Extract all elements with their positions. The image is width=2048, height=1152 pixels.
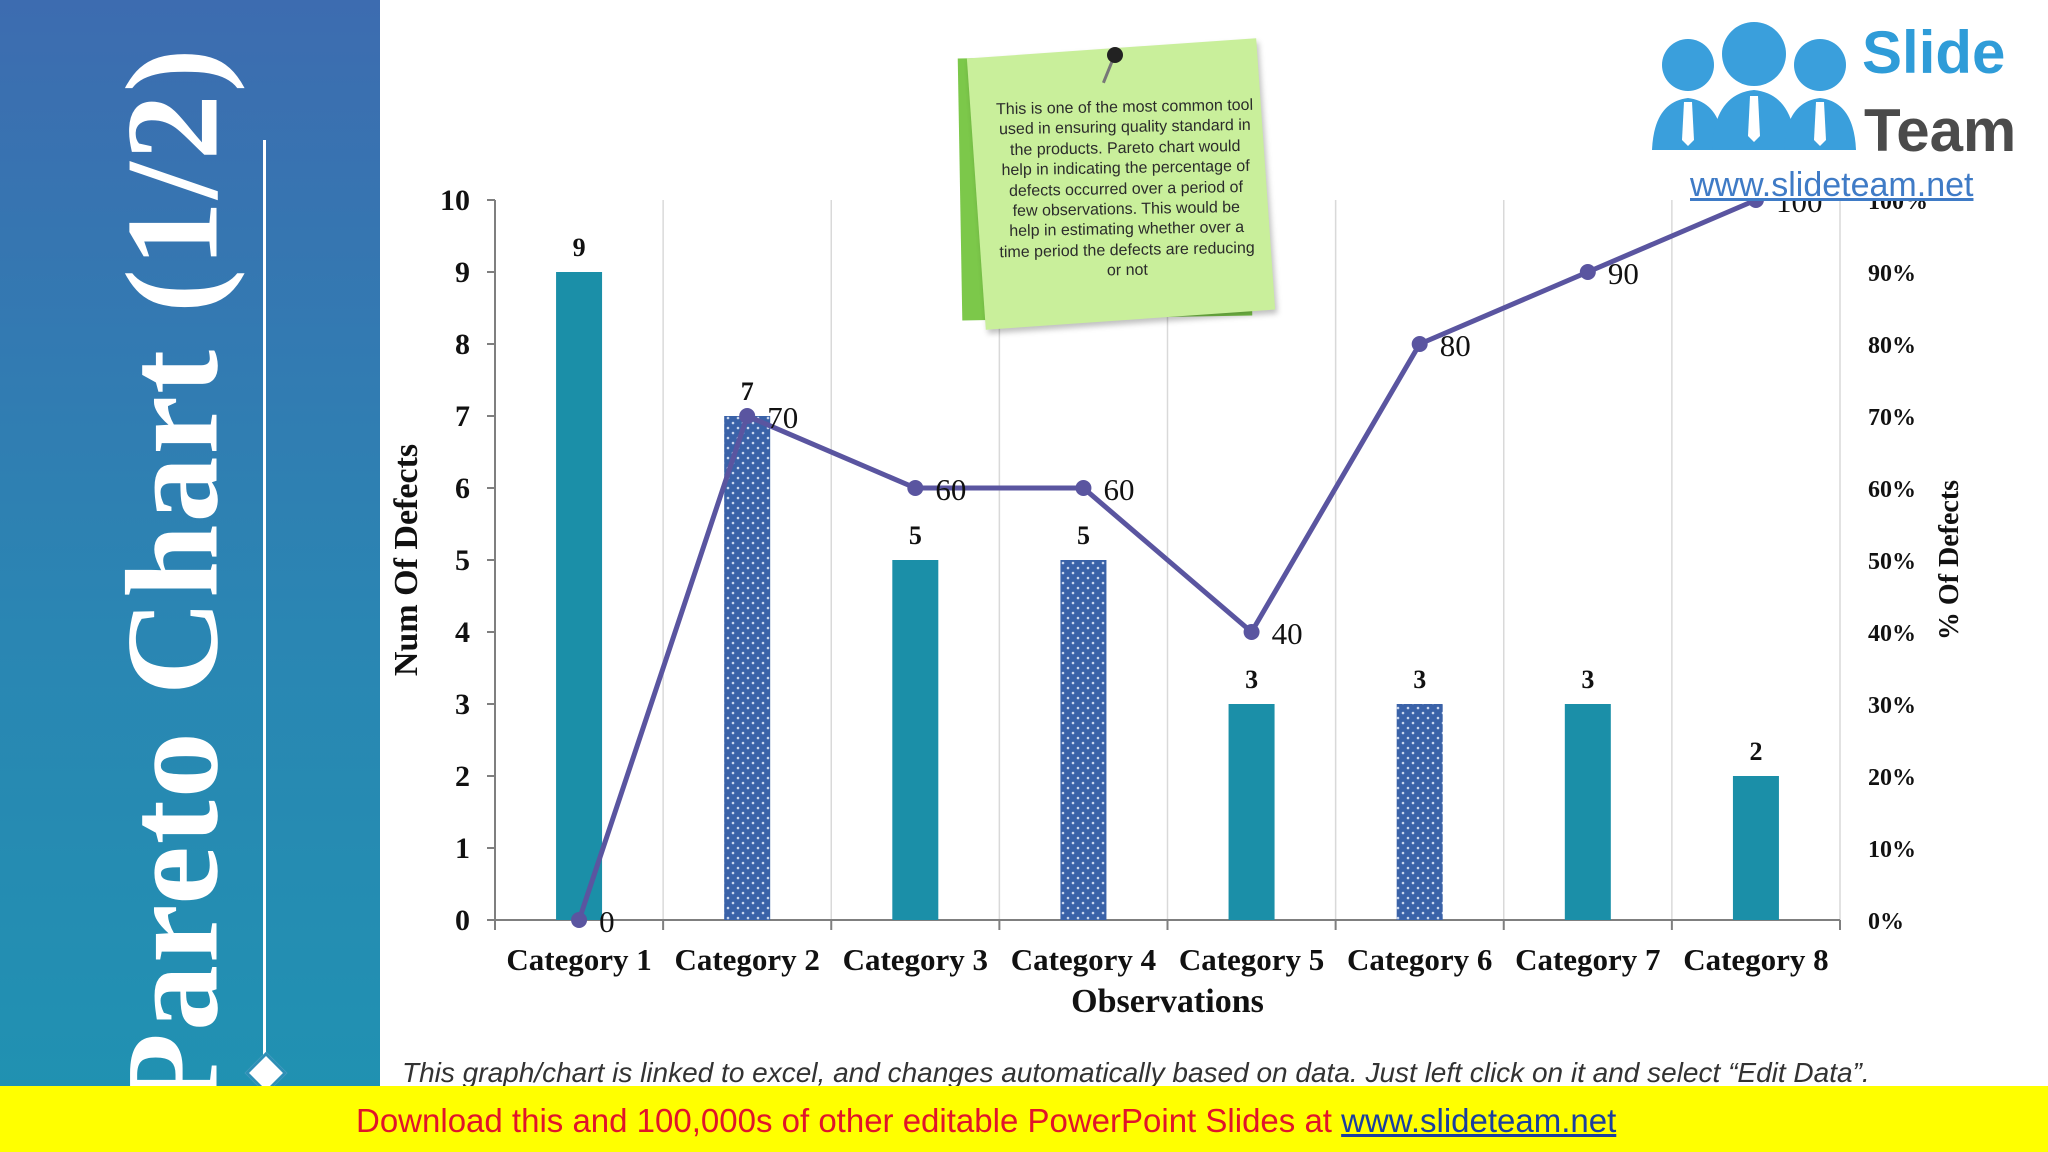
bar-data-label: 5: [1077, 521, 1090, 550]
bar-data-label: 3: [1581, 665, 1594, 694]
line-data-label: 60: [1103, 472, 1134, 507]
y-tick-label: 5: [455, 544, 470, 577]
people-logo-icon: [1652, 22, 1856, 150]
x-tick-label: Category 3: [843, 942, 988, 977]
banner-message: Download this and 100,000s of other edit…: [356, 1102, 1342, 1139]
pushpin-icon: [1107, 47, 1123, 63]
y2-tick-label: 60%: [1868, 477, 1916, 503]
y2-tick-label: 80%: [1868, 333, 1916, 359]
x-tick-label: Category 7: [1515, 942, 1660, 977]
line-data-label: 80: [1440, 328, 1471, 363]
y2-tick-label: 0%: [1868, 909, 1904, 935]
y-tick-label: 0: [455, 904, 470, 937]
sticky-note: This is one of the most common tool used…: [957, 38, 1280, 332]
bar-data-label: 7: [741, 377, 754, 406]
bar: [892, 560, 939, 920]
y2-tick-label: 20%: [1868, 765, 1916, 791]
y-tick-label: 8: [455, 328, 470, 361]
bar: [1396, 704, 1443, 920]
x-tick-label: Category 1: [506, 942, 651, 977]
bar: [1060, 560, 1107, 920]
logo-url-link[interactable]: www.slideteam.net: [1690, 166, 1974, 204]
bar: [1732, 776, 1779, 920]
x-tick-label: Category 4: [1011, 942, 1156, 977]
y2-tick-label: 40%: [1868, 621, 1916, 647]
y2-tick-label: 70%: [1868, 405, 1916, 431]
y-axis-title: Num Of Defects: [388, 444, 425, 676]
y-tick-label: 4: [455, 616, 470, 649]
percent-line: [576, 197, 1757, 921]
y2-axis-title: % Of Defects: [1934, 480, 1965, 640]
bar: [556, 272, 603, 920]
bar: [724, 416, 771, 920]
bar: [1564, 704, 1611, 920]
line-point: [1075, 480, 1092, 496]
chart-footnote: This graph/chart is linked to excel, and…: [402, 1057, 1870, 1088]
y-tick-label: 7: [455, 400, 470, 433]
logo-word-team: Team: [1864, 97, 2017, 164]
page-title: Pareto Chart (1/2): [98, 46, 246, 1114]
x-tick-label: Category 2: [674, 942, 819, 977]
sticky-note-text: This is one of the most common tool used…: [995, 96, 1255, 280]
slideteam-logo[interactable]: Slide Team www.slideteam.net: [1640, 4, 2040, 204]
line-data-label: 40: [1272, 616, 1303, 651]
x-axis-title: Observations: [1071, 983, 1264, 1020]
line-point: [1411, 336, 1428, 352]
y-tick-label: 10: [440, 184, 470, 217]
bar-data-label: 2: [1749, 737, 1762, 766]
line-point: [1243, 624, 1260, 640]
line-point: [907, 480, 924, 496]
line-data-label: 70: [767, 400, 798, 435]
x-tick-label: Category 8: [1683, 942, 1828, 977]
bar-data-label: 3: [1245, 665, 1258, 694]
line-data-label: 90: [1608, 256, 1639, 291]
sidebar-panel: Pareto Chart (1/2): [0, 0, 380, 1152]
bar-data-label: 3: [1413, 665, 1426, 694]
logo-word-slide: Slide: [1862, 19, 2006, 86]
y-tick-label: 9: [455, 256, 470, 289]
bar: [1228, 704, 1275, 920]
y-tick-label: 2: [455, 760, 470, 793]
line-data-label: 60: [935, 472, 966, 507]
y-tick-label: 1: [455, 832, 470, 865]
line-point: [571, 912, 588, 928]
banner-link[interactable]: www.slideteam.net: [1341, 1102, 1617, 1139]
sidebar-divider: [263, 140, 266, 1055]
bar-data-label: 9: [573, 233, 586, 262]
banner-text: Download this and 100,000s of other edit…: [356, 1102, 1616, 1140]
line-point: [739, 408, 756, 424]
y2-tick-label: 90%: [1868, 261, 1916, 287]
line-point: [1579, 264, 1596, 280]
y2-tick-label: 10%: [1868, 837, 1916, 863]
line-data-label: 0: [599, 904, 615, 939]
download-banner: Download this and 100,000s of other edit…: [0, 1086, 2048, 1152]
y-tick-label: 6: [455, 472, 470, 505]
y2-tick-label: 50%: [1868, 549, 1916, 575]
x-tick-label: Category 5: [1179, 942, 1324, 977]
pareto-chart: 0123456789100%10%20%30%40%50%60%70%80%90…: [388, 184, 1965, 1020]
y2-tick-label: 30%: [1868, 693, 1916, 719]
bar-data-label: 5: [909, 521, 922, 550]
y-tick-label: 3: [455, 688, 470, 721]
x-tick-label: Category 6: [1347, 942, 1492, 977]
